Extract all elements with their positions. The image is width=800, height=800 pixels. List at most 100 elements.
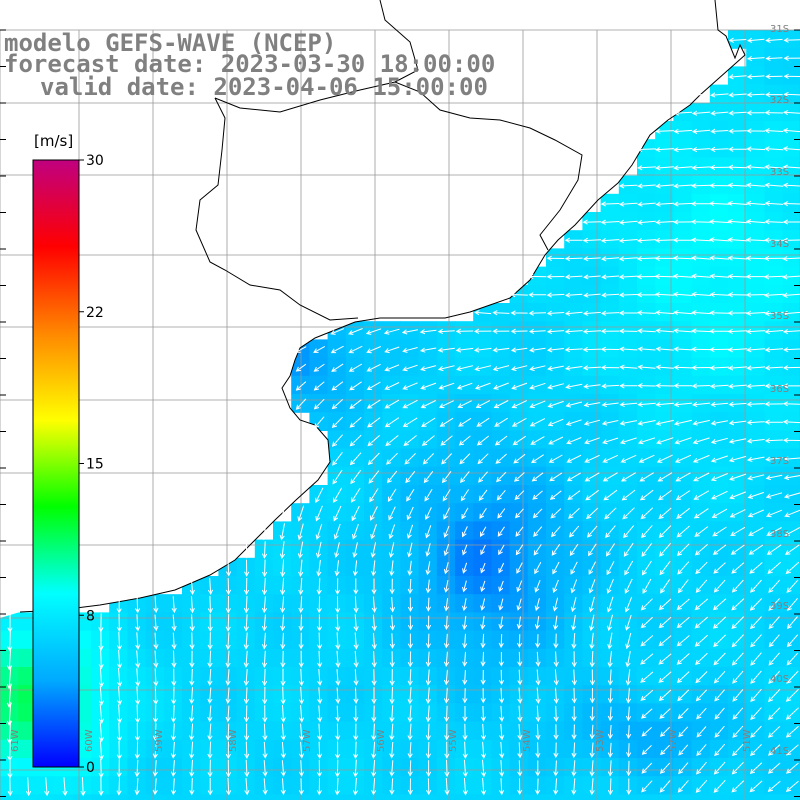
speed-cell: [564, 375, 583, 395]
speed-cell: [436, 357, 456, 377]
speed-cell: [600, 284, 620, 304]
wind-arrow: [225, 632, 231, 650]
speed-cell: [145, 612, 165, 632]
wind-arrow: [386, 470, 398, 484]
speed-cell: [327, 630, 347, 650]
wind-arrow: [170, 778, 177, 796]
wind-arrow: [402, 364, 418, 372]
speed-cell: [309, 667, 329, 686]
wind-arrow: [764, 438, 783, 444]
speed-cell: [709, 230, 729, 249]
speed-cell: [491, 576, 511, 595]
speed-cell: [782, 84, 800, 104]
speed-cell: [546, 321, 565, 340]
wind-arrow: [189, 596, 195, 614]
speed-cell: [782, 303, 800, 322]
wind-arrow: [494, 417, 508, 427]
speed-cell: [491, 321, 511, 340]
speed-cell: [746, 321, 765, 340]
speed-cell: [673, 230, 693, 249]
wind-arrow: [457, 400, 472, 408]
speed-cell: [418, 394, 438, 413]
wind-arrow: [443, 562, 449, 575]
speed-cell: [655, 139, 674, 158]
wind-arrow: [315, 523, 323, 540]
speed-cell: [327, 430, 347, 450]
speed-cell: [163, 703, 183, 723]
speed-cell: [618, 357, 638, 377]
speed-cell: [600, 339, 620, 359]
wind-arrow: [335, 632, 341, 650]
speed-cell: [746, 703, 765, 723]
speed-cell: [746, 503, 765, 522]
wind-arrow: [785, 707, 799, 720]
speed-cell: [254, 557, 274, 577]
speed-cell: [527, 576, 547, 595]
wind-arrow: [636, 256, 657, 262]
speed-cell: [127, 612, 147, 632]
wind-arrow: [551, 543, 561, 556]
speed-cell: [18, 630, 37, 650]
speed-cell: [728, 357, 747, 377]
speed-cell: [600, 648, 620, 668]
wind-arrow: [710, 455, 728, 463]
wind-arrow: [638, 437, 656, 445]
wind-arrow: [674, 454, 692, 463]
speed-cell: [527, 739, 547, 759]
speed-cell: [509, 612, 529, 632]
speed-cell: [728, 175, 747, 195]
speed-cell: [709, 758, 729, 777]
wind-arrow: [532, 490, 543, 500]
wind-arrow: [783, 474, 800, 481]
wind-arrow: [582, 346, 602, 353]
wind-arrow: [476, 417, 490, 427]
wind-arrow: [782, 401, 800, 407]
wind-arrow: [444, 705, 450, 723]
speed-cell: [163, 758, 183, 777]
country-border: [195, 97, 359, 321]
speed-cell: [746, 685, 765, 704]
wind-arrow: [691, 346, 711, 352]
wind-arrow: [695, 689, 708, 702]
speed-cell: [709, 339, 729, 359]
speed-cell: [709, 557, 729, 577]
speed-cell: [637, 667, 656, 686]
longitude-label: 58W: [228, 729, 239, 752]
speed-cell: [546, 612, 565, 632]
speed-cell: [709, 521, 729, 541]
speed-cell: [709, 139, 729, 158]
wind-arrow: [511, 417, 527, 427]
speed-cell: [691, 594, 711, 613]
wind-arrow: [727, 200, 748, 207]
wind-arrow: [535, 742, 541, 759]
longitude-label: 51W: [742, 729, 753, 752]
speed-cell: [163, 794, 183, 800]
speed-cell: [327, 721, 347, 741]
wind-arrow: [727, 164, 748, 170]
wind-arrow: [298, 686, 305, 705]
speed-cell: [327, 557, 347, 577]
speed-cell: [728, 157, 747, 177]
speed-cell: [455, 612, 474, 632]
speed-cell: [91, 721, 110, 741]
wind-arrow: [298, 723, 305, 741]
speed-cell: [527, 539, 547, 559]
speed-cell: [382, 430, 401, 450]
wind-arrow: [480, 651, 486, 667]
speed-cell: [491, 339, 511, 359]
wind-arrow: [732, 689, 744, 702]
wind-arrow: [332, 487, 343, 503]
speed-cell: [345, 539, 365, 559]
speed-cell: [582, 630, 602, 650]
speed-cell: [455, 648, 474, 668]
speed-cell: [637, 357, 656, 377]
wind-arrow: [691, 237, 712, 243]
wind-arrow: [714, 707, 725, 720]
speed-cell: [163, 630, 183, 650]
wind-arrow: [437, 347, 455, 353]
wind-arrow: [495, 453, 507, 464]
speed-cell: [254, 576, 274, 595]
wind-arrow: [297, 505, 305, 522]
speed-cell: [491, 303, 511, 322]
wind-arrow: [535, 669, 541, 686]
